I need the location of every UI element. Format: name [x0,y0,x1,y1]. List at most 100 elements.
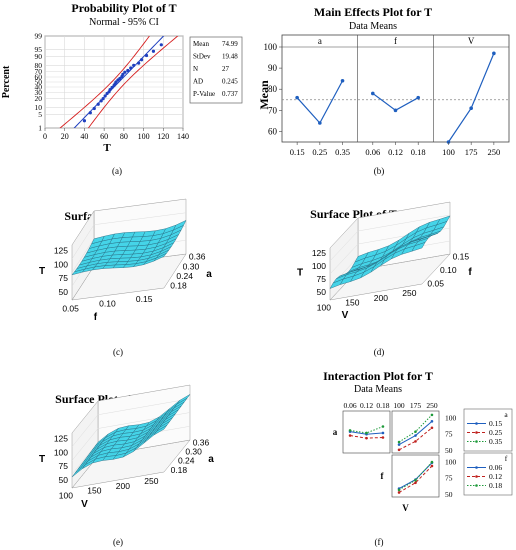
probability-plot-grid [44,35,184,129]
prob-x-tick-label: 60 [100,132,108,141]
prob-point [144,53,149,58]
me-y-tick-label: 100 [264,42,278,52]
surface-wall-grid [71,442,99,475]
surface-mesh-cell [329,278,344,289]
prob-ci-upper [87,36,179,128]
surface-y-tick-label: 0.18 [170,281,187,291]
surface-wall-grid [71,414,99,447]
surface-z-label: T [39,454,45,465]
surface-plot-a-v: Surface Plot of T vs a, V 1251007550T100… [39,384,214,547]
prob-x-tick-label: 100 [138,132,150,141]
me-point [340,78,345,83]
interaction-legend-entry: 0.12 [489,472,502,481]
surface-x-tick-label: 150 [87,486,101,496]
probability-plot-lines [59,36,179,128]
me-point [318,121,322,125]
interaction-legend-box [463,408,513,452]
panel-label-e: (e) [113,537,123,547]
interaction-row-label: a [333,427,338,437]
prob-y-tick-label: 40 [35,83,43,92]
surface-plot-a-f: Surface Plot of T vs a, f 1251007550T0.0… [39,198,212,357]
surface-y-tick-label: 0.24 [178,456,195,466]
surface-z-tick-label: 100 [54,447,68,457]
interaction-subtitle: Data Means [354,384,402,395]
prob-y-tick-label: 95 [35,45,43,54]
interaction-plot: Interaction Plot for T Data Means 0.06 0.… [323,369,513,547]
surface-fv-chart: 125 100 75 50 T 100 150 200 250 V 0.05 0.10 0.15 f [297,201,472,321]
surface-af-chart: 125 100 75 50 T 0.05 0.10 0.15 f 0.180.240.300.36… [39,198,212,323]
surface-z-tick-label: 100 [54,259,68,269]
surface-z-tick-label: 50 [317,287,327,297]
interaction-v-level: 175 [410,401,422,410]
prob-y-tick-label: 60 [35,72,43,81]
interaction-y-tick-label: 50 [445,490,453,499]
prob-point [159,43,163,47]
surface-wall-grid [71,428,99,461]
interaction-a-f-point [381,436,385,439]
probability-stats: Mean 74.99 StDev 19.48 N 27 AD 0.245 P-Value 0.73… [193,40,238,98]
prob-y-tick-label: 70 [35,67,43,76]
interaction-a-v-point [414,434,417,437]
main-effects-title: Main Effects Plot for T [314,5,432,19]
prob-point [151,49,156,53]
me-point [416,95,421,100]
interaction-a-f-point [365,436,368,440]
prob-point [123,70,127,74]
prob-y-tick-label: 10 [35,103,43,112]
interaction-a-v-point [414,430,417,433]
main-effects-plot: Main Effects Plot for T Data Means Mean … [257,5,510,176]
interaction-legend-marker [475,484,478,487]
prob-x-tick-label: 0 [43,132,47,141]
surface-z-tick-label: 50 [59,287,69,297]
probability-plot-subtitle: Normal - 95% CI [89,17,159,28]
interaction-legend-title: f [505,454,508,463]
prob-y-tick-label: 30 [35,88,43,97]
surface-y-tick-label: 0.36 [189,252,206,262]
surface-y-label: a [206,269,212,280]
surface-wall-grid [329,243,359,275]
interaction-f-v-point [397,491,401,494]
interaction-f-level: 0.06 [343,401,356,410]
surface-mesh-cell [71,464,86,478]
interaction-legend-entry: 0.18 [489,481,502,490]
interaction-a-f-point [348,434,352,437]
prob-point [92,106,96,111]
interaction-legend-marker [475,475,478,478]
panel-label-b: (b) [374,166,385,176]
prob-x-tick-label: 120 [157,132,169,141]
surface-wall-grid [93,212,187,225]
me-level-label: 0.18 [411,147,426,157]
surface-z-tick-label: 75 [59,461,69,471]
panel-label-a: (a) [112,166,122,176]
surface-y-tick-label: 0.15 [453,252,470,262]
probability-plot-ylabel: Percent [1,65,12,98]
interaction-legend-marker [475,440,478,443]
interaction-chart: 0.06 0.12 0.18 100 175 25010075501007550afVa0… [333,401,513,513]
me-point [295,95,299,100]
prob-fit-line [73,36,165,128]
prob-point [114,80,118,84]
interaction-legend-entry: 0.35 [489,437,502,446]
surface-z-tick-label: 75 [59,273,69,283]
probability-stats-box [189,36,243,104]
prob-ci-lower [59,36,151,128]
prob-y-tick-label: 50 [35,78,43,87]
prob-x-tick-label: 140 [177,132,189,141]
stat-value: 74.99 [222,40,238,48]
surface-y-label: a [208,454,214,465]
prob-point [137,61,141,65]
interaction-a-f-point [365,431,368,435]
probability-plot: Probability Plot of T Normal - 95% CI 1 5… [1,1,243,176]
prob-y-tick-label: 99 [35,31,43,40]
prob-point [118,76,122,81]
surface-y-tick-label: 0.10 [440,265,457,275]
me-y-tick-label: 60 [268,126,278,136]
panel-label-c: (c) [113,347,123,357]
surface-z-tick-label: 50 [59,475,69,485]
prob-point [140,58,144,62]
me-point [492,51,496,56]
surface-y-label: f [468,267,472,278]
prob-x-tick-label: 20 [61,132,69,141]
